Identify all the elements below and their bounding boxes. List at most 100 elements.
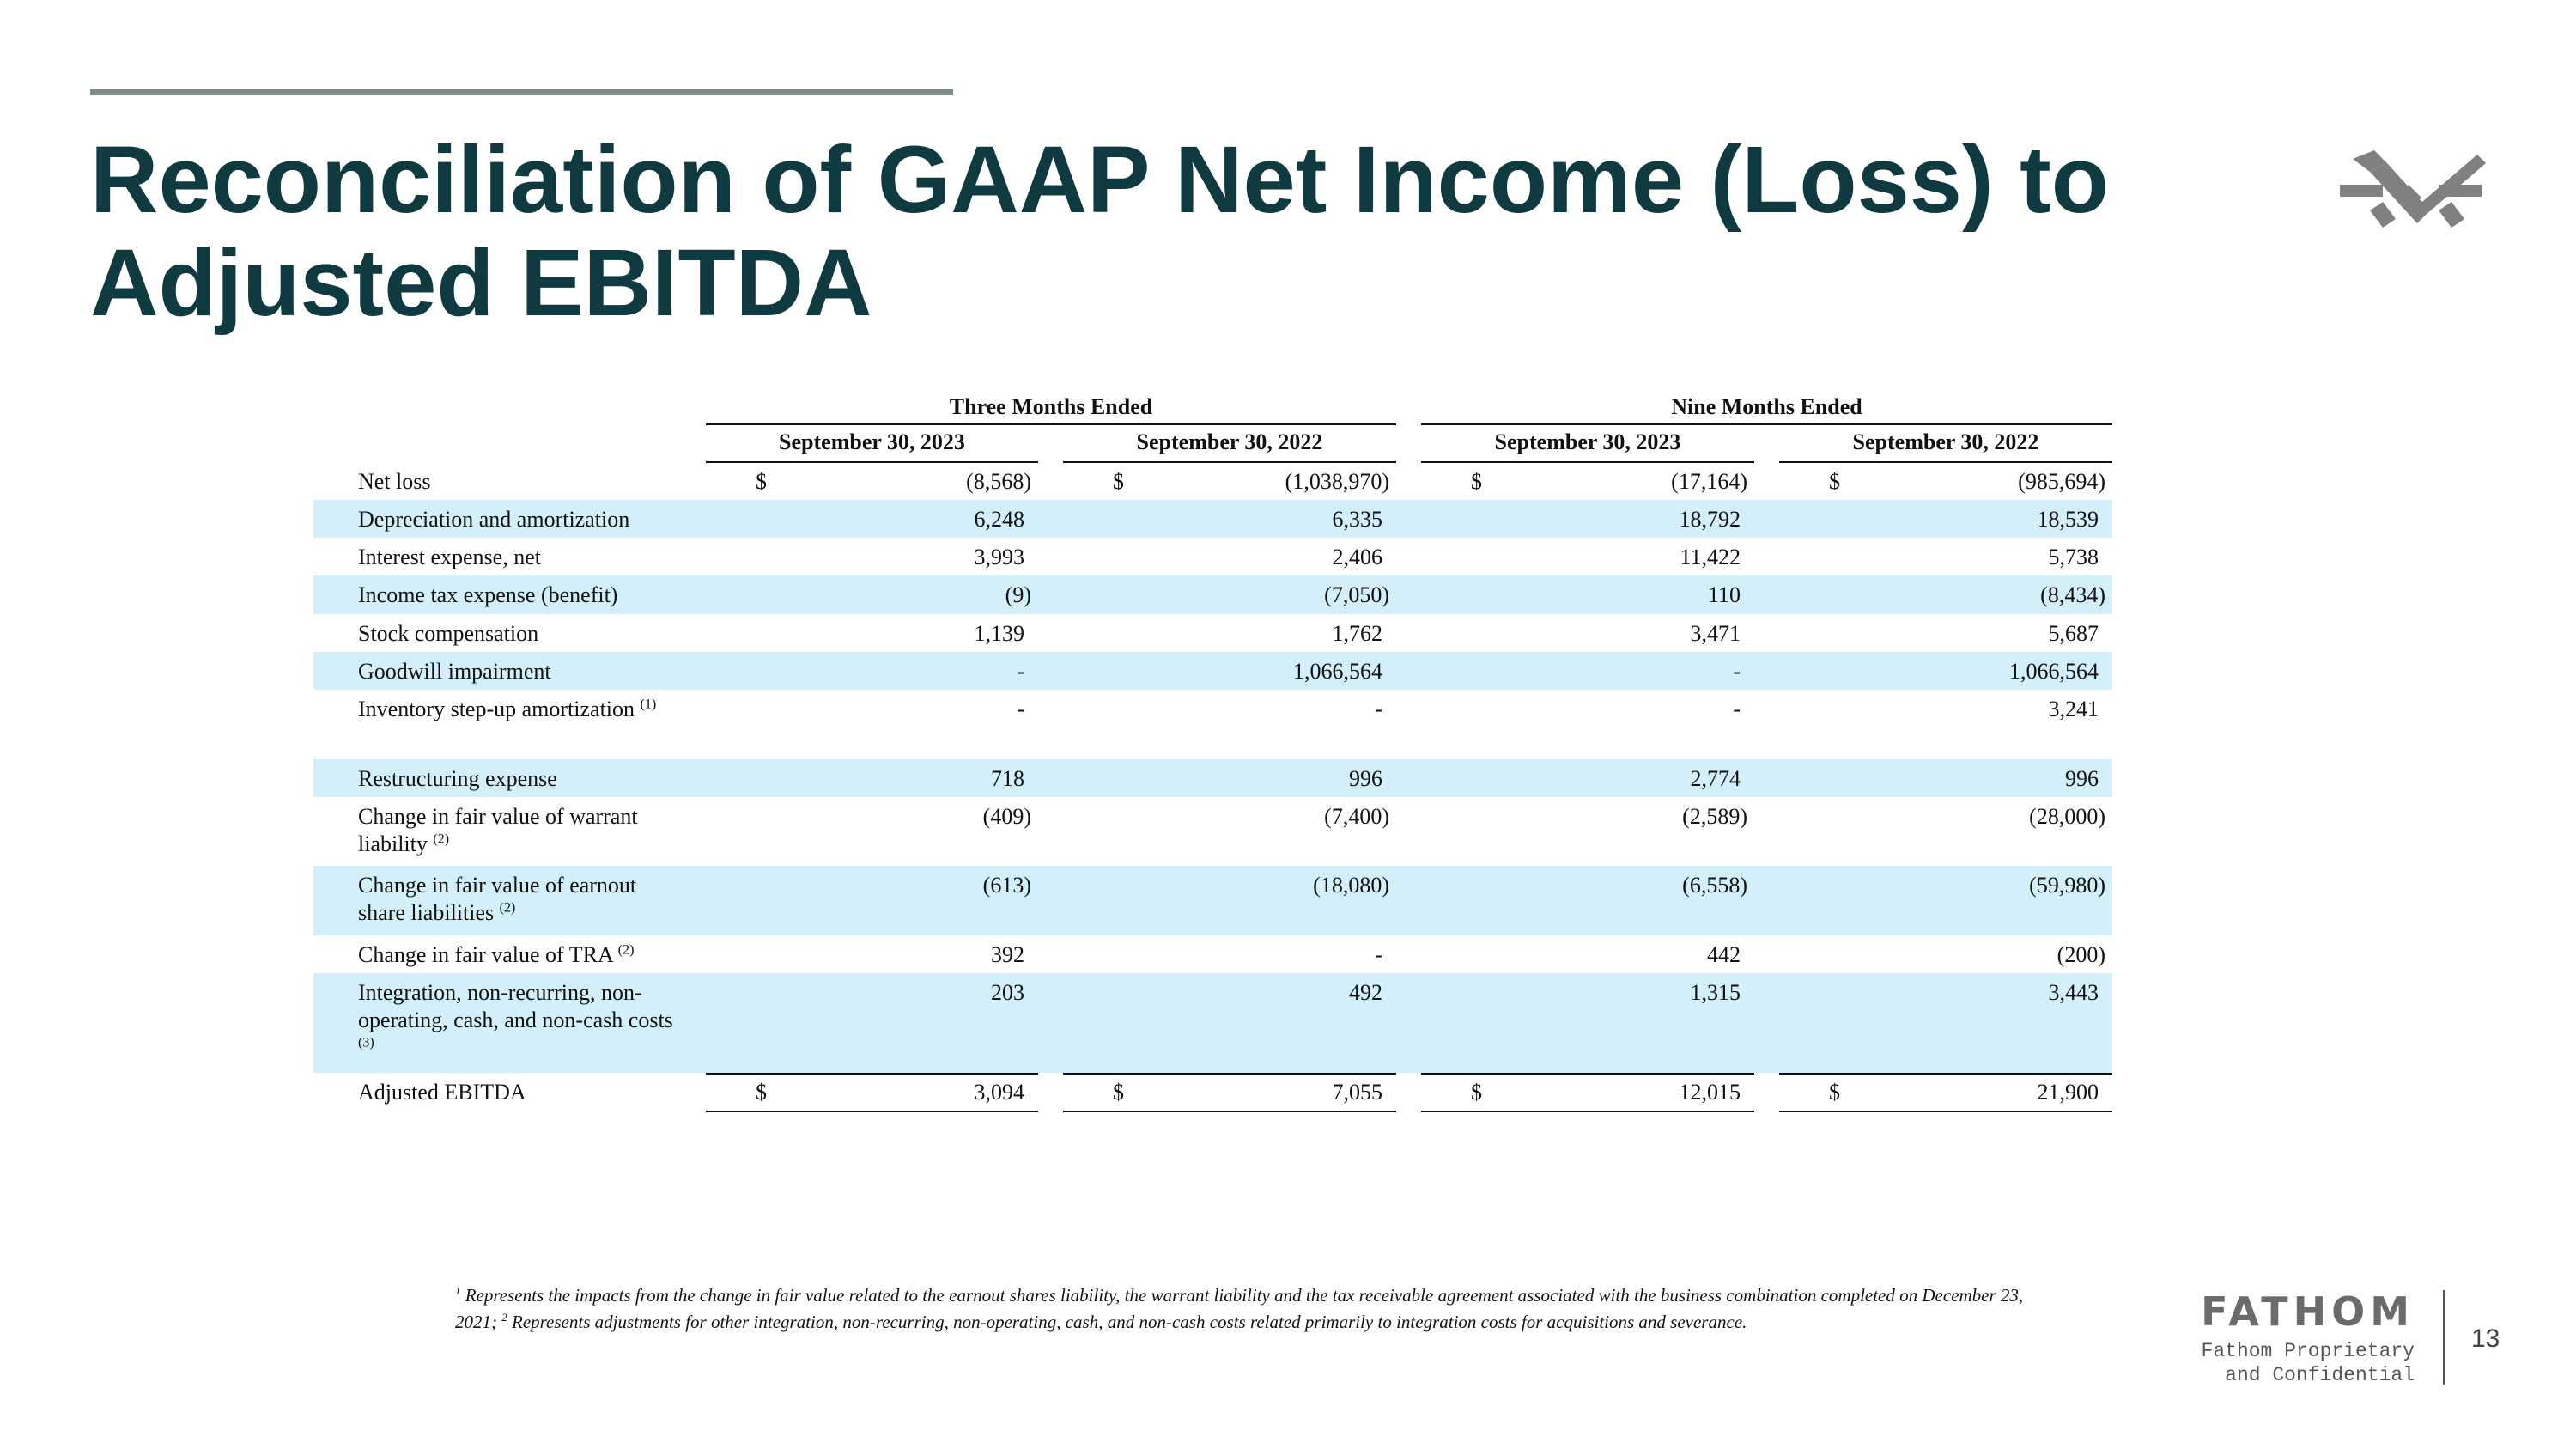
row-value: 110 xyxy=(1707,582,1741,607)
row-value: - xyxy=(1375,697,1382,721)
group-rule xyxy=(706,423,1396,425)
group-header: Three Months Ended xyxy=(949,394,1153,419)
currency: $ xyxy=(1113,469,1124,494)
logo-icon xyxy=(2340,150,2486,228)
footer-divider xyxy=(2443,1290,2445,1385)
group-header: Nine Months Ended xyxy=(1671,394,1862,419)
row-value: - xyxy=(1733,659,1741,684)
row-value: (7,400) xyxy=(1324,804,1389,829)
column-rule xyxy=(1063,461,1396,463)
row-value: 442 xyxy=(1707,942,1741,967)
slide-title: Reconciliation of GAAP Net Income (Loss)… xyxy=(90,127,2109,336)
row-value: 3,471 xyxy=(1690,621,1741,646)
row-value: - xyxy=(1733,697,1741,721)
currency: $ xyxy=(1471,469,1482,494)
row-value: - xyxy=(1375,942,1382,967)
row-value: 18,539 xyxy=(2037,507,2099,532)
row-value: (1,038,970) xyxy=(1285,469,1389,494)
row-label-note: (2) xyxy=(617,942,635,958)
row-value: 2,406 xyxy=(1332,545,1383,569)
footnote-marker: 2 xyxy=(501,1311,507,1324)
currency: $ xyxy=(756,1080,767,1105)
row-label-note: (3) xyxy=(358,1035,374,1050)
total-rule xyxy=(706,1111,1038,1112)
column-rule xyxy=(1421,461,1754,463)
currency: $ xyxy=(1829,1080,1840,1105)
row-value: (59,980) xyxy=(2029,873,2105,898)
column-header: September 30, 2023 xyxy=(779,429,965,454)
row-band xyxy=(313,652,2112,690)
row-value: (18,080) xyxy=(1313,873,1389,898)
row-label: Change in fair value of warrant liabilit… xyxy=(358,803,689,858)
footnote: 1 Represents the impacts from the change… xyxy=(455,1282,2052,1336)
row-label-text: Change in fair value of warrant liabilit… xyxy=(358,804,638,856)
row-label: Inventory step-up amortization (1) xyxy=(358,696,689,723)
row-label-text: Interest expense, net xyxy=(358,545,541,569)
row-label-text: Net loss xyxy=(358,469,431,494)
row-value: - xyxy=(1017,697,1024,721)
total-rule xyxy=(1779,1073,2112,1075)
group-rule xyxy=(1421,423,2112,425)
column-rule xyxy=(706,461,1038,463)
row-label-text: Adjusted EBITDA xyxy=(358,1080,526,1105)
row-value: 5,687 xyxy=(2048,621,2099,646)
page-number: 13 xyxy=(2471,1324,2500,1353)
currency: $ xyxy=(756,469,767,494)
row-label: Change in fair value of earnout share li… xyxy=(358,872,689,927)
row-label-text: Income tax expense (benefit) xyxy=(358,582,618,607)
row-label-text: Stock compensation xyxy=(358,621,539,646)
row-value: 1,066,564 xyxy=(2009,659,2099,684)
row-band xyxy=(313,500,2112,538)
footnote-text: Represents adjustments for other integra… xyxy=(512,1312,1747,1332)
row-value: - xyxy=(1017,659,1024,684)
row-value: 1,762 xyxy=(1332,621,1383,646)
row-band xyxy=(313,866,2112,935)
top-rule xyxy=(90,89,953,95)
row-band xyxy=(313,973,2112,1073)
total-rule xyxy=(1779,1111,2112,1112)
row-value: 3,443 xyxy=(2048,980,2099,1005)
total-rule xyxy=(706,1073,1038,1075)
row-value: (9) xyxy=(1005,582,1031,607)
row-label-text: Change in fair value of TRA xyxy=(358,942,613,967)
footnote-marker: 1 xyxy=(455,1284,461,1297)
row-label-note: (1) xyxy=(640,697,657,712)
row-value: (409) xyxy=(982,804,1031,829)
row-value: 492 xyxy=(1349,980,1382,1005)
row-value: 392 xyxy=(991,942,1024,967)
column-rule xyxy=(1779,461,2112,463)
row-label: Goodwill impairment xyxy=(358,658,689,685)
row-label: Income tax expense (benefit) xyxy=(358,581,689,609)
row-label: Integration, non-recurring, non-operatin… xyxy=(358,979,689,1062)
row-label-text: Inventory step-up amortization xyxy=(358,697,635,721)
confidential-line-1: Fathom Proprietary xyxy=(2201,1340,2415,1362)
row-value: (17,164) xyxy=(1671,469,1747,494)
row-value: 996 xyxy=(1349,766,1382,791)
row-band xyxy=(313,575,2112,614)
row-value: (28,000) xyxy=(2029,804,2105,829)
currency: $ xyxy=(1471,1080,1482,1105)
footnote-text: Represents the impacts from the change i… xyxy=(455,1285,2024,1332)
row-label-text: Restructuring expense xyxy=(358,766,557,791)
row-value: 1,066,564 xyxy=(1293,659,1382,684)
row-label-text: Goodwill impairment xyxy=(358,659,551,684)
row-value: 3,241 xyxy=(2048,697,2099,721)
row-value: 7,055 xyxy=(1332,1080,1383,1105)
row-value: 18,792 xyxy=(1679,507,1741,532)
total-rule xyxy=(1063,1111,1396,1112)
row-label-note: (2) xyxy=(499,900,516,916)
row-label: Stock compensation xyxy=(358,620,689,648)
row-value: 21,900 xyxy=(2037,1080,2099,1105)
row-value: 996 xyxy=(2065,766,2099,791)
row-label-text: Integration, non-recurring, non-operatin… xyxy=(358,980,673,1032)
row-value: (6,558) xyxy=(1682,873,1747,898)
total-rule xyxy=(1421,1111,1754,1112)
row-value: 3,094 xyxy=(974,1080,1025,1105)
row-band xyxy=(313,759,2112,797)
row-value: (613) xyxy=(982,873,1031,898)
column-header: September 30, 2022 xyxy=(1852,429,2039,454)
column-header: September 30, 2022 xyxy=(1136,429,1323,454)
row-value: 11,422 xyxy=(1680,545,1741,569)
row-value: 1,315 xyxy=(1690,980,1741,1005)
